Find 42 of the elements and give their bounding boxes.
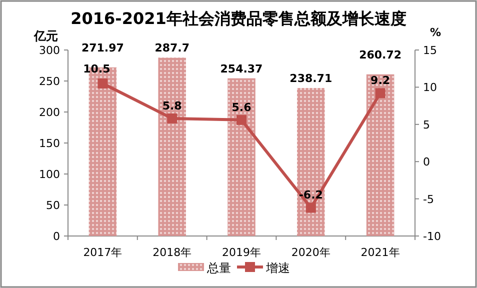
y2-tick-label: 15 — [423, 44, 437, 57]
chart-title: 2016-2021年社会消费品零售总额及增长速度 — [70, 9, 406, 28]
y2-tick-label: 5 — [423, 118, 430, 132]
y-axis-title: 亿元 — [33, 29, 58, 43]
y-tick-label: 100 — [39, 168, 60, 181]
data-label: 287.7 — [154, 42, 190, 55]
y2-tick-label: -5 — [423, 192, 434, 206]
point — [236, 114, 246, 125]
data-label: 238.71 — [290, 72, 332, 85]
y-tick-label: 0 — [53, 230, 60, 243]
x-tick-label: 2019年 — [222, 246, 261, 259]
point — [375, 88, 386, 98]
bar — [158, 58, 186, 236]
data-label: 9.2 — [370, 74, 390, 88]
data-label: 260.72 — [359, 48, 402, 62]
y-tick-label: 150 — [39, 137, 60, 150]
bar — [366, 74, 394, 236]
legend-label: 总量 — [206, 261, 231, 275]
data-label: 254.37 — [220, 62, 263, 76]
bar — [297, 88, 325, 236]
point — [306, 202, 316, 213]
data-label: 5.8 — [162, 99, 182, 112]
y-tick-label: 200 — [39, 106, 60, 119]
y2-tick-label: 0 — [423, 156, 430, 169]
x-tick-label: 2018年 — [152, 246, 192, 259]
y-tick-label: 50 — [46, 199, 60, 212]
point — [98, 78, 108, 88]
data-label: 5.6 — [232, 100, 252, 114]
legend-label: 增速 — [265, 261, 290, 275]
x-tick-label: 2020年 — [291, 246, 330, 259]
bar — [228, 78, 256, 236]
y-tick-label: 250 — [39, 75, 60, 88]
x-tick-label: 2017年 — [83, 246, 122, 259]
data-label: 271.97 — [81, 41, 124, 54]
point — [167, 113, 178, 124]
data-label: 10.5 — [83, 62, 110, 76]
y2-tick-label: -10 — [423, 230, 441, 243]
y2-tick-label: 10 — [423, 81, 437, 94]
y2-axis-title: % — [430, 26, 442, 39]
y-tick-label: 300 — [39, 44, 60, 57]
data-label: -6.2 — [298, 188, 323, 202]
x-tick-label: 2021年 — [360, 246, 400, 259]
